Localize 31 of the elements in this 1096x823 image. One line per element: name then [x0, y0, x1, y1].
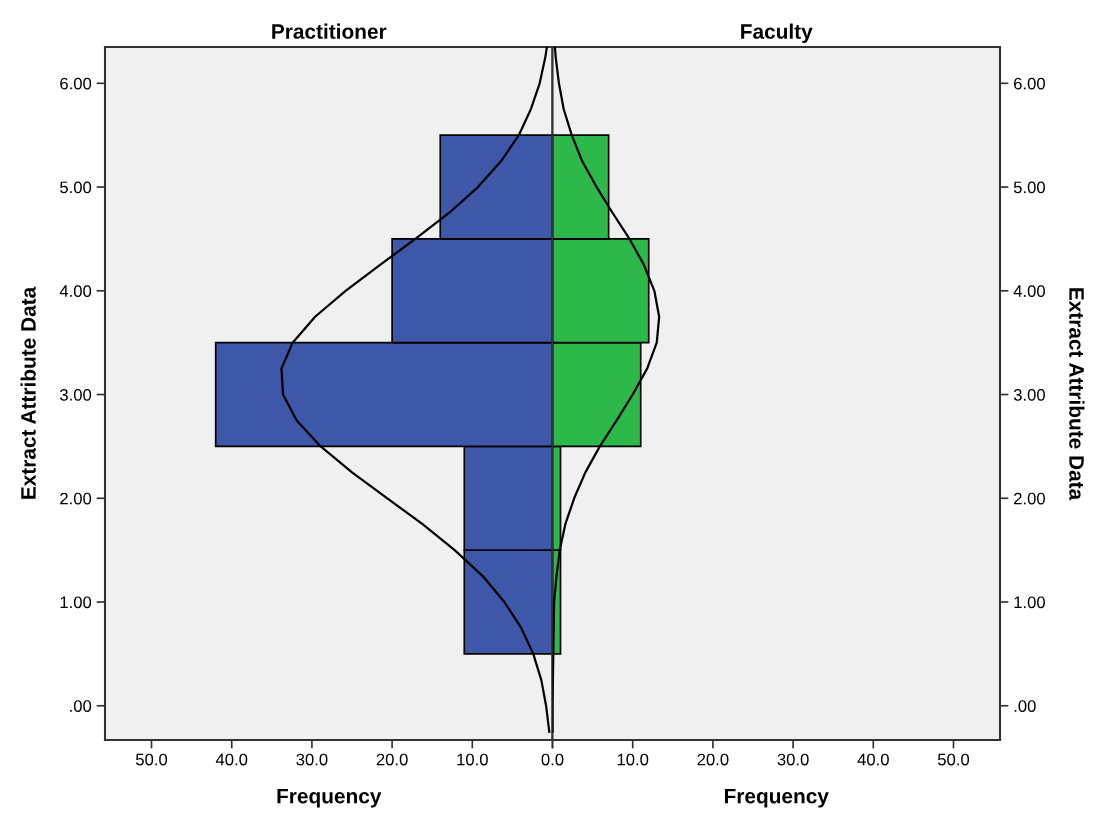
y-tick-label: 2.00	[1014, 492, 1045, 505]
y-tick-label: 2.00	[60, 492, 92, 505]
y-tick-label: 3.00	[60, 388, 92, 401]
y-tick-label: 4.00	[59, 285, 92, 297]
y-axis-title: Extract Attribute Data	[1069, 288, 1085, 501]
y-tick-label: 4.00	[1013, 285, 1045, 297]
x-tick-label: 50.0	[135, 753, 168, 766]
y-axis-title: Extract Attribute Data	[20, 286, 36, 499]
y-tick-label: 1.00	[60, 596, 92, 609]
x-tick-label: 20.0	[697, 753, 729, 766]
x-tick-label: 30.0	[296, 753, 328, 766]
y-tick-label: 3.00	[1013, 388, 1045, 401]
x-axis-title: Frequency	[724, 788, 829, 808]
x-tick-label: 10.0	[457, 753, 488, 766]
y-tick-label: 6.00	[1014, 77, 1045, 90]
y-tick-label: 1.00	[1014, 596, 1045, 609]
y-tick-label: 5.00	[60, 181, 92, 194]
x-tick-label: 40.0	[215, 753, 248, 766]
y-tick-label: 6.00	[60, 77, 92, 90]
x-tick-label: 0.0	[541, 753, 564, 766]
x-tick-label: 20.0	[376, 753, 408, 766]
x-tick-label: 30.0	[777, 753, 809, 766]
y-tick-label: 5.00	[1013, 181, 1045, 194]
chart-title: Practitioner	[272, 23, 387, 39]
y-tick-label: .00	[1014, 700, 1036, 712]
y-tick-label: .00	[70, 700, 92, 712]
x-tick-label: 50.0	[937, 753, 970, 766]
x-tick-label: 10.0	[617, 753, 649, 766]
x-tick-label: 40.0	[857, 753, 889, 766]
chart-title: Faculty	[741, 23, 813, 43]
x-axis-title: Frequency	[277, 788, 382, 808]
